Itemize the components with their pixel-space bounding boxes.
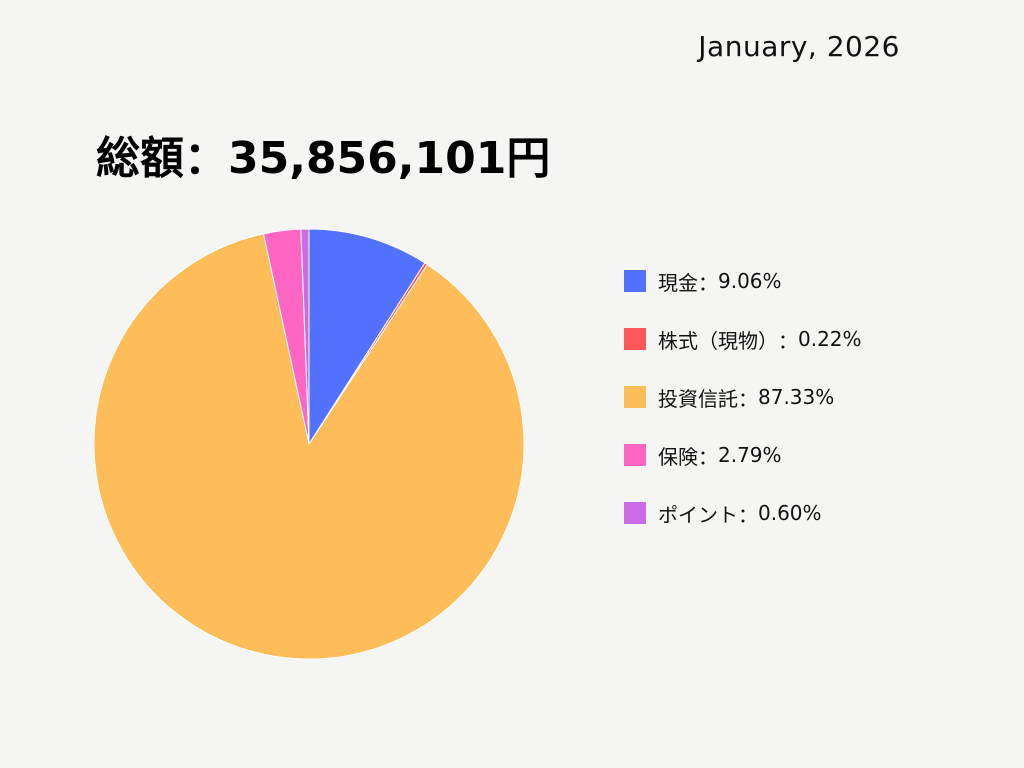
date-label: January, 2026: [698, 30, 900, 63]
legend-separator: ：: [698, 444, 718, 469]
legend-item-investment-trusts: 投資信託： 87.33%: [624, 368, 862, 426]
total-separator: ：: [184, 133, 228, 184]
legend-value: 0.60%: [758, 501, 822, 525]
legend-item-points: ポイント： 0.60%: [624, 484, 862, 542]
pie-slice-points: [300, 228, 310, 445]
legend-separator: ：: [778, 328, 798, 353]
legend-swatch: [624, 444, 646, 466]
legend-separator: ：: [738, 386, 758, 411]
legend-label: ポイント: [658, 502, 738, 527]
legend-swatch: [624, 502, 646, 524]
pie-chart: [93, 228, 525, 660]
legend-separator: ：: [738, 502, 758, 527]
legend-swatch: [624, 270, 646, 292]
legend-value: 2.79%: [718, 443, 782, 467]
legend-label: 株式（現物）: [658, 328, 778, 353]
legend-separator: ：: [698, 270, 718, 295]
pie-slice-cash: [308, 228, 426, 446]
total-amount-title: 総額：35,856,101円: [96, 122, 550, 186]
legend-label: 投資信託: [658, 386, 738, 411]
legend-value: 0.22%: [798, 327, 862, 351]
legend-item-cash: 現金： 9.06%: [624, 252, 862, 310]
total-value: 35,856,101円: [228, 133, 551, 184]
legend-swatch: [624, 328, 646, 350]
legend-item-stocks: 株式（現物）： 0.22%: [624, 310, 862, 368]
legend-label: 保険: [658, 444, 698, 469]
chart-legend: 現金： 9.06% 株式（現物）： 0.22% 投資信託： 87.33% 保険： 2.7…: [624, 252, 862, 542]
legend-item-insurance: 保険： 2.79%: [624, 426, 862, 484]
pie-slice-investment-trusts: [93, 233, 525, 660]
legend-swatch: [624, 386, 646, 408]
legend-value: 9.06%: [718, 269, 782, 293]
legend-label: 現金: [658, 270, 698, 295]
legend-value: 87.33%: [758, 385, 835, 409]
total-label: 総額: [96, 133, 184, 184]
